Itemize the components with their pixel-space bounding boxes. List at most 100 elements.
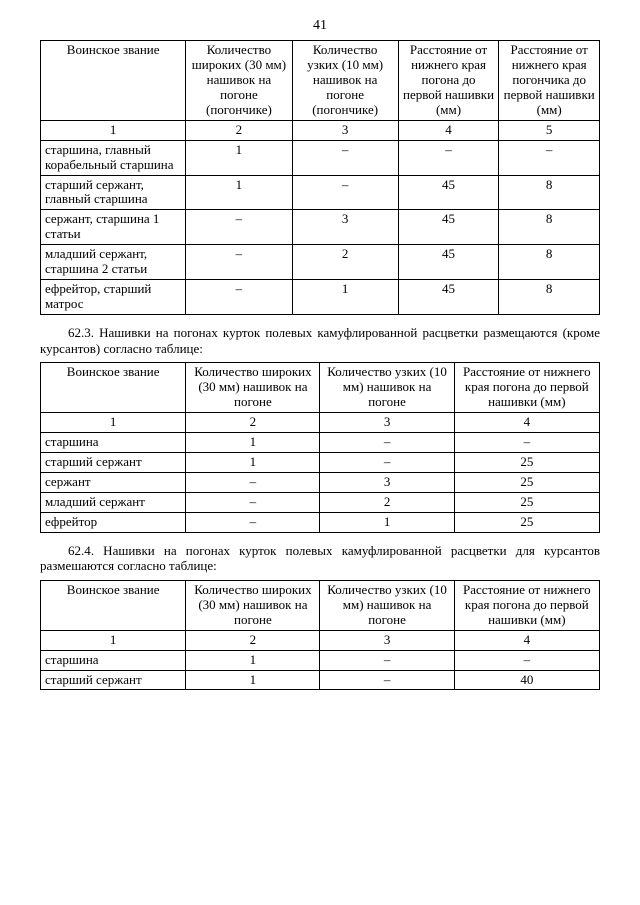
cell: 3 <box>320 472 454 492</box>
num-cell: 3 <box>320 413 454 433</box>
num-cell: 2 <box>186 413 320 433</box>
num-cell: 3 <box>320 630 454 650</box>
table-1: Воинское звание Количество широких (30 м… <box>40 40 600 315</box>
table-2: Воинское звание Количество широких (30 м… <box>40 362 600 532</box>
header-cell: Количество узких (10 мм) нашивок на пого… <box>292 41 398 121</box>
table-row: младший сержант – 2 25 <box>41 492 600 512</box>
cell: 1 <box>186 650 320 670</box>
cell: младший сержант <box>41 492 186 512</box>
cell: 25 <box>454 512 599 532</box>
header-cell: Расстояние от нижнего края погона до пер… <box>398 41 499 121</box>
num-cell: 2 <box>186 630 320 650</box>
header-cell: Воинское звание <box>41 580 186 630</box>
cell: 45 <box>398 245 499 280</box>
table-row: ефрейтор – 1 25 <box>41 512 600 532</box>
cell: – <box>292 140 398 175</box>
cell: ефрейтор <box>41 512 186 532</box>
paragraph-62-4: 62.4. Нашивки на погонах курток полевых … <box>40 543 600 574</box>
table-row: 1 2 3 4 5 <box>41 120 600 140</box>
cell: 40 <box>454 670 599 690</box>
cell: 8 <box>499 280 600 315</box>
cell: старший сержант <box>41 670 186 690</box>
cell: – <box>454 432 599 452</box>
cell: 1 <box>320 512 454 532</box>
table-row: старший сержант 1 – 40 <box>41 670 600 690</box>
cell: – <box>398 140 499 175</box>
cell: – <box>454 650 599 670</box>
cell: – <box>292 175 398 210</box>
header-cell: Количество узких (10 мм) нашивок на пого… <box>320 580 454 630</box>
table-row: Воинское звание Количество широких (30 м… <box>41 580 600 630</box>
cell: 45 <box>398 175 499 210</box>
num-cell: 1 <box>41 120 186 140</box>
cell: 1 <box>186 175 292 210</box>
num-cell: 1 <box>41 630 186 650</box>
table-row: Воинское звание Количество широких (30 м… <box>41 41 600 121</box>
cell: 8 <box>499 175 600 210</box>
cell: старший сержант <box>41 452 186 472</box>
table-3: Воинское звание Количество широких (30 м… <box>40 580 600 691</box>
cell: – <box>186 472 320 492</box>
header-cell: Расстояние от нижнего края погона до пер… <box>454 363 599 413</box>
paragraph-62-3: 62.3. Нашивки на погонах курток полевых … <box>40 325 600 356</box>
cell: 25 <box>454 452 599 472</box>
document-page: 41 Воинское звание Количество широких (3… <box>0 0 640 718</box>
cell: 25 <box>454 472 599 492</box>
table-row: старшина 1 – – <box>41 650 600 670</box>
cell: 1 <box>292 280 398 315</box>
cell: – <box>186 492 320 512</box>
table-row: сержант – 3 25 <box>41 472 600 492</box>
cell: 45 <box>398 280 499 315</box>
cell: 1 <box>186 140 292 175</box>
num-cell: 4 <box>454 413 599 433</box>
cell: сержант <box>41 472 186 492</box>
table-row: ефрейтор, старший матрос – 1 45 8 <box>41 280 600 315</box>
cell: младший сержант, старшина 2 статьи <box>41 245 186 280</box>
cell: 25 <box>454 492 599 512</box>
cell: – <box>320 670 454 690</box>
num-cell: 3 <box>292 120 398 140</box>
cell: – <box>320 432 454 452</box>
table-row: сержант, старшина 1 статьи – 3 45 8 <box>41 210 600 245</box>
header-cell: Количество широких (30 мм) нашивок на по… <box>186 580 320 630</box>
cell: – <box>186 512 320 532</box>
table-row: 1 2 3 4 <box>41 413 600 433</box>
num-cell: 1 <box>41 413 186 433</box>
cell: 45 <box>398 210 499 245</box>
table-row: младший сержант, старшина 2 статьи – 2 4… <box>41 245 600 280</box>
header-cell: Воинское звание <box>41 41 186 121</box>
table-row: старшина, главный корабельный старшина 1… <box>41 140 600 175</box>
cell: – <box>186 210 292 245</box>
cell: 8 <box>499 245 600 280</box>
num-cell: 2 <box>186 120 292 140</box>
table-row: старший сержант 1 – 25 <box>41 452 600 472</box>
header-cell: Расстояние от нижнего края погон­чика до… <box>499 41 600 121</box>
cell: 3 <box>292 210 398 245</box>
cell: 2 <box>292 245 398 280</box>
cell: 1 <box>186 670 320 690</box>
cell: старшина, главный корабельный старшина <box>41 140 186 175</box>
cell: 2 <box>320 492 454 512</box>
table-row: Воинское звание Количество широких (30 м… <box>41 363 600 413</box>
cell: старший сержант, главный старшина <box>41 175 186 210</box>
page-number: 41 <box>40 18 600 34</box>
cell: старшина <box>41 432 186 452</box>
table-row: старшина 1 – – <box>41 432 600 452</box>
cell: ефрейтор, старший матрос <box>41 280 186 315</box>
cell: – <box>320 650 454 670</box>
cell: – <box>320 452 454 472</box>
header-cell: Количество широких (30 мм) нашивок на по… <box>186 363 320 413</box>
header-cell: Воинское звание <box>41 363 186 413</box>
header-cell: Количество широких (30 мм) нашивок на по… <box>186 41 292 121</box>
num-cell: 5 <box>499 120 600 140</box>
cell: 1 <box>186 432 320 452</box>
num-cell: 4 <box>398 120 499 140</box>
header-cell: Количество узких (10 мм) нашивок на пого… <box>320 363 454 413</box>
cell: 1 <box>186 452 320 472</box>
table-row: старший сержант, главный старшина 1 – 45… <box>41 175 600 210</box>
table-row: 1 2 3 4 <box>41 630 600 650</box>
cell: – <box>186 280 292 315</box>
header-cell: Расстояние от нижнего края погона до пер… <box>454 580 599 630</box>
cell: старшина <box>41 650 186 670</box>
cell: сержант, старшина 1 статьи <box>41 210 186 245</box>
